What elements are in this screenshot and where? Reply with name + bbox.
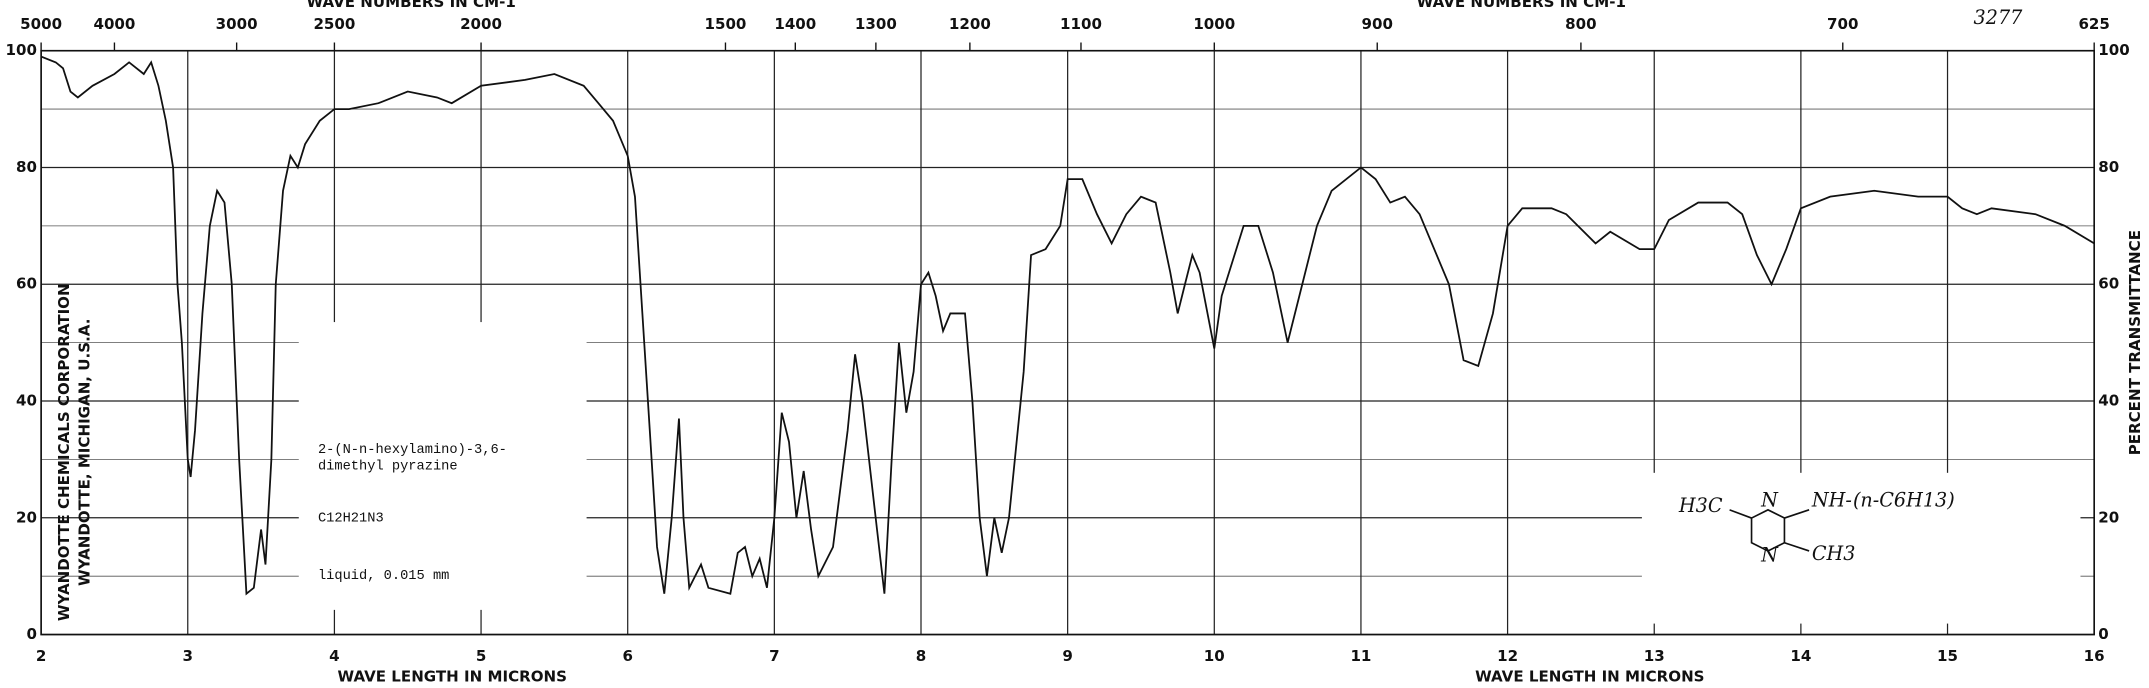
x2-axis-label: WAVE NUMBERS IN CM-1 (1417, 0, 1626, 11)
x2-tick-label: 1400 (774, 15, 816, 33)
sample-name: 2-(N-n-hexylamino)-3,6- (318, 443, 507, 458)
y-tick-label: 80 (2098, 158, 2119, 176)
x2-tick-label: 900 (1362, 15, 1393, 33)
x2-tick-label: 1500 (705, 15, 747, 33)
x2-tick-label: 1100 (1060, 15, 1102, 33)
structure-label: H3C (1678, 494, 1723, 517)
sample-state: liquid, 0.015 mm (318, 569, 449, 584)
x-tick-label: 14 (1790, 647, 1811, 665)
label-box (298, 322, 587, 610)
structure-label: NH- (1811, 489, 1852, 512)
x2-axis-label: WAVE NUMBERS IN CM-1 (307, 0, 516, 11)
x2-tick-label: 1300 (855, 15, 897, 33)
y-tick-label: 20 (2098, 508, 2119, 526)
structure: H3C N N NH- (n-C6H13) CH3 (1678, 489, 1955, 567)
y-tick-label: 0 (27, 625, 37, 643)
x-tick-label: 11 (1350, 647, 1371, 665)
spectrum-number: 3277 (1974, 6, 2024, 29)
y-tick-label: 60 (16, 275, 37, 293)
company: WYANDOTTE CHEMICALS CORPORATION (55, 283, 73, 621)
x-tick-label: 4 (329, 647, 339, 665)
x-tick-label: 13 (1644, 647, 1665, 665)
y-axis-label: PERCENT TRANSMITTANCE (2126, 230, 2144, 455)
x-tick-label: 12 (1497, 647, 1518, 665)
x-tick-label: 3 (183, 647, 193, 665)
x-tick-label: 7 (769, 647, 779, 665)
y-tick-label: 20 (16, 508, 37, 526)
structure-label: N (1760, 489, 1779, 512)
structure-label: (n-C6H13) (1853, 489, 1955, 512)
y-tick-label: 40 (16, 392, 37, 410)
spectrum-line (40, 55, 2095, 596)
y-tick-label: 40 (2098, 392, 2119, 410)
sample-name: dimethyl pyrazine (318, 460, 458, 475)
x-tick-label: 8 (916, 647, 926, 665)
x-tick-label: 16 (2084, 647, 2105, 665)
x2-tick-label: 700 (1827, 15, 1858, 33)
x2-tick-label: 1000 (1193, 15, 1235, 33)
structure-label: CH3 (1812, 542, 1856, 565)
x-tick-label: 9 (1062, 647, 1072, 665)
x-tick-label: 15 (1937, 647, 1958, 665)
x-tick-label: 5 (476, 647, 486, 665)
y-tick-label: 100 (2098, 41, 2129, 59)
y-tick-label: 60 (2098, 275, 2119, 293)
x2-tick-label: 5000 (20, 15, 62, 33)
x2-tick-label: 1200 (949, 15, 991, 33)
x2-tick-label: 800 (1565, 15, 1596, 33)
x2-tick-label: 2000 (460, 15, 502, 33)
formula: C12H21N3 (318, 512, 384, 527)
bond (1729, 509, 1752, 519)
y-tick-label: 0 (2098, 625, 2108, 643)
x-axis-label: WAVE LENGTH IN MICRONS (338, 668, 567, 686)
y-tick-label: 100 (6, 41, 37, 59)
x-tick-label: 6 (622, 647, 632, 665)
location: WYANDOTTE, MICHIGAN, U.S.A. (75, 319, 93, 586)
bond (1784, 509, 1810, 519)
y-tick-label: 80 (16, 158, 37, 176)
bond (1784, 541, 1810, 552)
x-tick-label: 2 (36, 647, 46, 665)
x-axis-label: WAVE LENGTH IN MICRONS (1475, 668, 1704, 686)
x2-tick-label: 625 (2078, 15, 2109, 33)
plot-frame (40, 49, 2096, 636)
structure-box (1641, 472, 2081, 624)
x2-tick-label: 2500 (313, 15, 355, 33)
x2-tick-label: 3000 (216, 15, 258, 33)
x-tick-label: 10 (1204, 647, 1225, 665)
x2-tick-label: 4000 (93, 15, 135, 33)
structure-label: N (1760, 543, 1779, 566)
